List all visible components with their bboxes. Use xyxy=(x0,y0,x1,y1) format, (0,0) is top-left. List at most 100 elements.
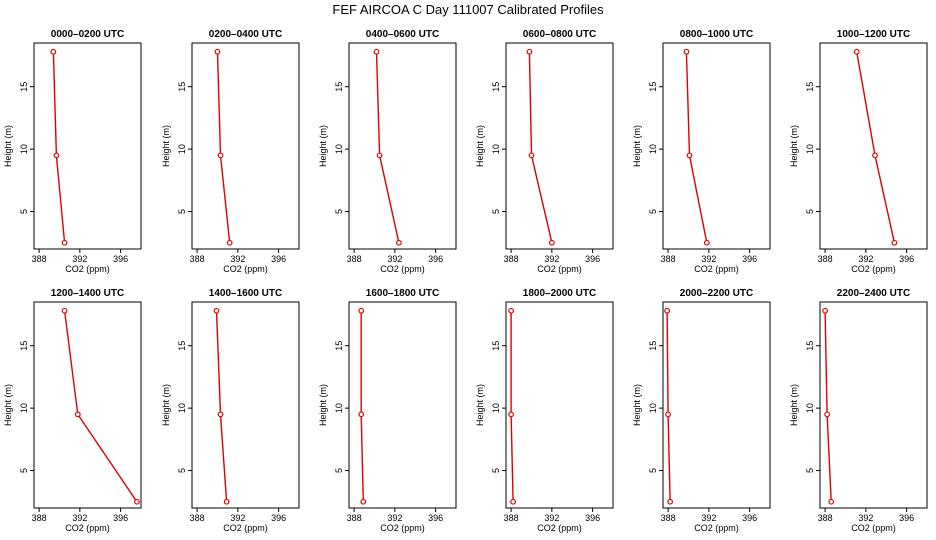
profile-point xyxy=(217,152,224,159)
x-tick-label: 388 xyxy=(818,513,833,523)
plot-frame xyxy=(33,42,142,250)
panel-title: 1000–1200 UTC xyxy=(837,29,910,40)
x-axis-label: CO2 (ppm) xyxy=(223,523,268,533)
y-tick-label: 15 xyxy=(19,82,29,92)
panel-title: 1800–2000 UTC xyxy=(523,288,596,299)
x-axis-label: CO2 (ppm) xyxy=(851,264,896,274)
profile-line xyxy=(52,51,66,243)
x-tick-label: 392 xyxy=(387,513,402,523)
y-axis-label: Height (m) xyxy=(632,384,642,426)
y-tick-label: 10 xyxy=(19,403,29,413)
y-tick-label: 15 xyxy=(491,341,501,351)
plot-frame xyxy=(662,301,771,509)
x-tick-label: 392 xyxy=(72,254,87,264)
y-tick-label: 15 xyxy=(334,341,344,351)
y-tick-label: 10 xyxy=(648,144,658,154)
profile-point xyxy=(686,152,693,159)
y-tick-label: 5 xyxy=(177,209,187,214)
y-tick-label: 5 xyxy=(491,468,501,473)
panel-title: 0800–1000 UTC xyxy=(680,29,753,40)
y-tick-label: 15 xyxy=(177,341,187,351)
profile-point xyxy=(683,48,690,55)
profile-point xyxy=(664,307,670,314)
y-axis-label: Height (m) xyxy=(318,384,328,426)
y-axis-label: Height (m) xyxy=(475,125,485,167)
y-tick-label: 5 xyxy=(805,468,815,473)
x-tick-label: 388 xyxy=(661,513,676,523)
y-axis-label: Height (m) xyxy=(161,384,171,426)
x-tick-label: 396 xyxy=(271,513,286,523)
x-tick-label: 388 xyxy=(190,513,205,523)
x-tick-label: 388 xyxy=(190,254,205,264)
x-tick-label: 396 xyxy=(585,513,600,523)
plot-frame xyxy=(191,301,300,509)
profile-point xyxy=(226,239,233,246)
x-tick-label: 392 xyxy=(387,254,402,264)
x-tick-label: 392 xyxy=(230,254,245,264)
panel-title: 0000–0200 UTC xyxy=(51,29,124,40)
x-tick-label: 396 xyxy=(742,513,757,523)
y-tick-label: 15 xyxy=(19,341,29,351)
plot-frame xyxy=(348,42,457,250)
profile-point xyxy=(665,411,671,418)
profile-point xyxy=(872,152,878,159)
profile-point xyxy=(396,239,402,246)
y-tick-label: 5 xyxy=(177,468,187,473)
x-tick-label: 396 xyxy=(113,513,128,523)
x-axis-label: CO2 (ppm) xyxy=(223,264,268,274)
plot-frame xyxy=(33,301,142,509)
plot-frame xyxy=(191,42,300,250)
profile-point xyxy=(213,307,220,314)
profile-point xyxy=(223,498,230,505)
x-tick-label: 388 xyxy=(32,254,47,264)
x-axis-label: CO2 (ppm) xyxy=(694,264,739,274)
profile-point xyxy=(50,48,57,55)
y-axis-label: Height (m) xyxy=(318,125,328,167)
profile-line xyxy=(215,310,228,502)
y-axis-label: Height (m) xyxy=(475,384,485,426)
y-tick-label: 10 xyxy=(805,144,815,154)
profile-point xyxy=(358,411,365,418)
x-tick-label: 396 xyxy=(585,254,600,264)
profile-point xyxy=(667,498,674,505)
profile-point xyxy=(373,48,380,55)
profile-point xyxy=(508,411,514,418)
profile-line xyxy=(360,310,364,502)
profile-point xyxy=(548,239,555,246)
profile-line xyxy=(685,51,708,243)
profile-point xyxy=(824,411,831,418)
x-axis-label: CO2 (ppm) xyxy=(851,523,896,533)
x-tick-label: 392 xyxy=(72,513,87,523)
x-tick-label: 392 xyxy=(858,254,873,264)
y-tick-label: 10 xyxy=(19,144,29,154)
profile-line xyxy=(528,51,553,243)
y-tick-label: 15 xyxy=(177,82,187,92)
x-axis-label: CO2 (ppm) xyxy=(694,523,739,533)
y-axis-label: Height (m) xyxy=(3,125,13,167)
profile-line xyxy=(63,310,138,503)
profile-point xyxy=(217,411,224,418)
panel-title: 0200–0400 UTC xyxy=(209,29,282,40)
profile-point xyxy=(358,307,365,314)
plot-frame xyxy=(505,42,614,250)
panel-title: 1600–1800 UTC xyxy=(366,288,439,299)
y-tick-label: 5 xyxy=(491,209,501,214)
y-tick-label: 15 xyxy=(805,341,815,351)
profile-line xyxy=(510,310,514,502)
x-tick-label: 396 xyxy=(742,254,757,264)
x-axis-label: CO2 (ppm) xyxy=(380,264,425,274)
profile-point xyxy=(360,498,367,505)
profile-point xyxy=(528,152,535,159)
y-tick-label: 10 xyxy=(177,144,187,154)
y-tick-label: 10 xyxy=(805,403,815,413)
